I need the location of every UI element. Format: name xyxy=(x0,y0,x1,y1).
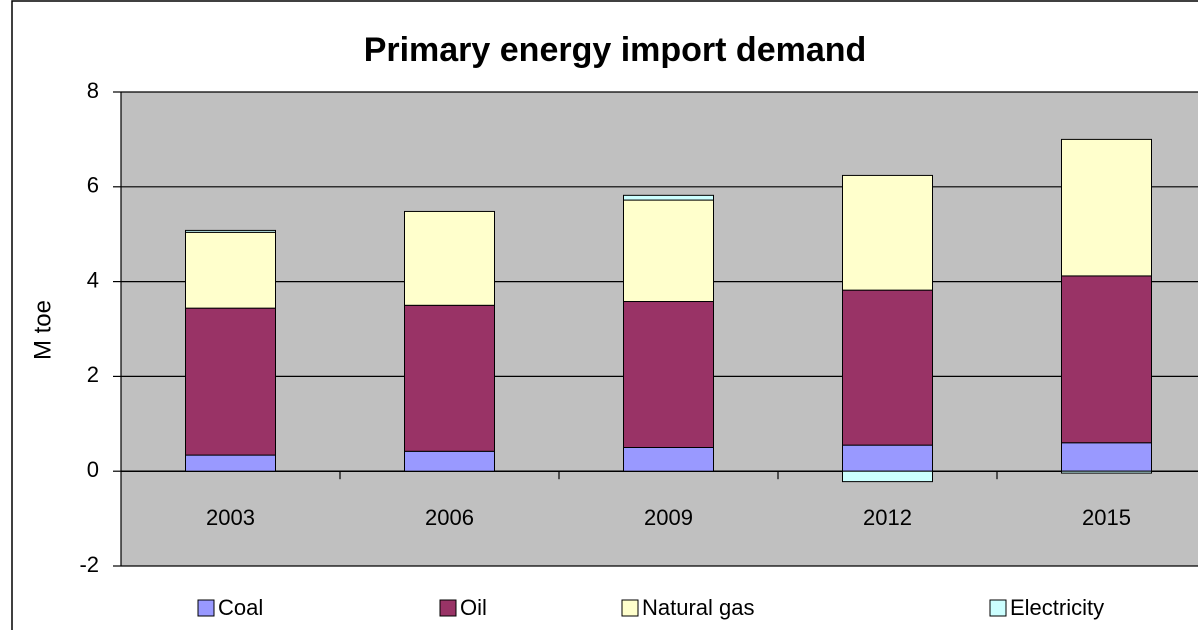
bar-segment xyxy=(1061,275,1152,444)
legend-swatch xyxy=(439,599,457,617)
bar-segment xyxy=(842,174,933,291)
y-tick-label: -2 xyxy=(79,552,99,577)
legend-label: Electricity xyxy=(1010,595,1104,620)
legend-swatch xyxy=(989,599,1007,617)
bar-segment xyxy=(623,199,714,303)
legend-label: Oil xyxy=(460,595,487,620)
legend-swatch xyxy=(197,599,215,617)
bar-segment xyxy=(404,210,495,306)
x-tick-label: 2015 xyxy=(1082,505,1131,530)
bar-segment xyxy=(185,454,276,472)
x-tick-label: 2009 xyxy=(644,505,693,530)
bar-segment xyxy=(623,194,714,201)
legend-label: Natural gas xyxy=(642,595,755,620)
bar-segment xyxy=(842,470,933,483)
bar-segment xyxy=(1061,138,1152,277)
y-tick-label: 8 xyxy=(87,78,99,103)
bar-segment xyxy=(623,447,714,472)
bar-segment xyxy=(404,304,495,452)
bar-segment xyxy=(623,301,714,448)
y-axis-label: M toe xyxy=(29,300,56,360)
bar-segment xyxy=(185,229,276,233)
bar-segment xyxy=(1061,470,1152,474)
legend-label: Coal xyxy=(218,595,263,620)
y-tick-label: 4 xyxy=(87,267,99,292)
y-tick-label: 0 xyxy=(87,457,99,482)
x-tick-label: 2003 xyxy=(206,505,255,530)
legend-swatch xyxy=(621,599,639,617)
bar-segment xyxy=(185,307,276,456)
bar-segment xyxy=(404,450,495,472)
y-tick-label: 6 xyxy=(87,173,99,198)
chart-title: Primary energy import demand xyxy=(364,31,867,69)
bar-segment xyxy=(842,289,933,446)
bar-segment xyxy=(842,444,933,472)
x-tick-label: 2012 xyxy=(863,505,912,530)
bar-segment xyxy=(1061,442,1152,472)
x-tick-label: 2006 xyxy=(425,505,474,530)
bar-segment xyxy=(185,231,276,309)
y-tick-label: 2 xyxy=(87,362,99,387)
